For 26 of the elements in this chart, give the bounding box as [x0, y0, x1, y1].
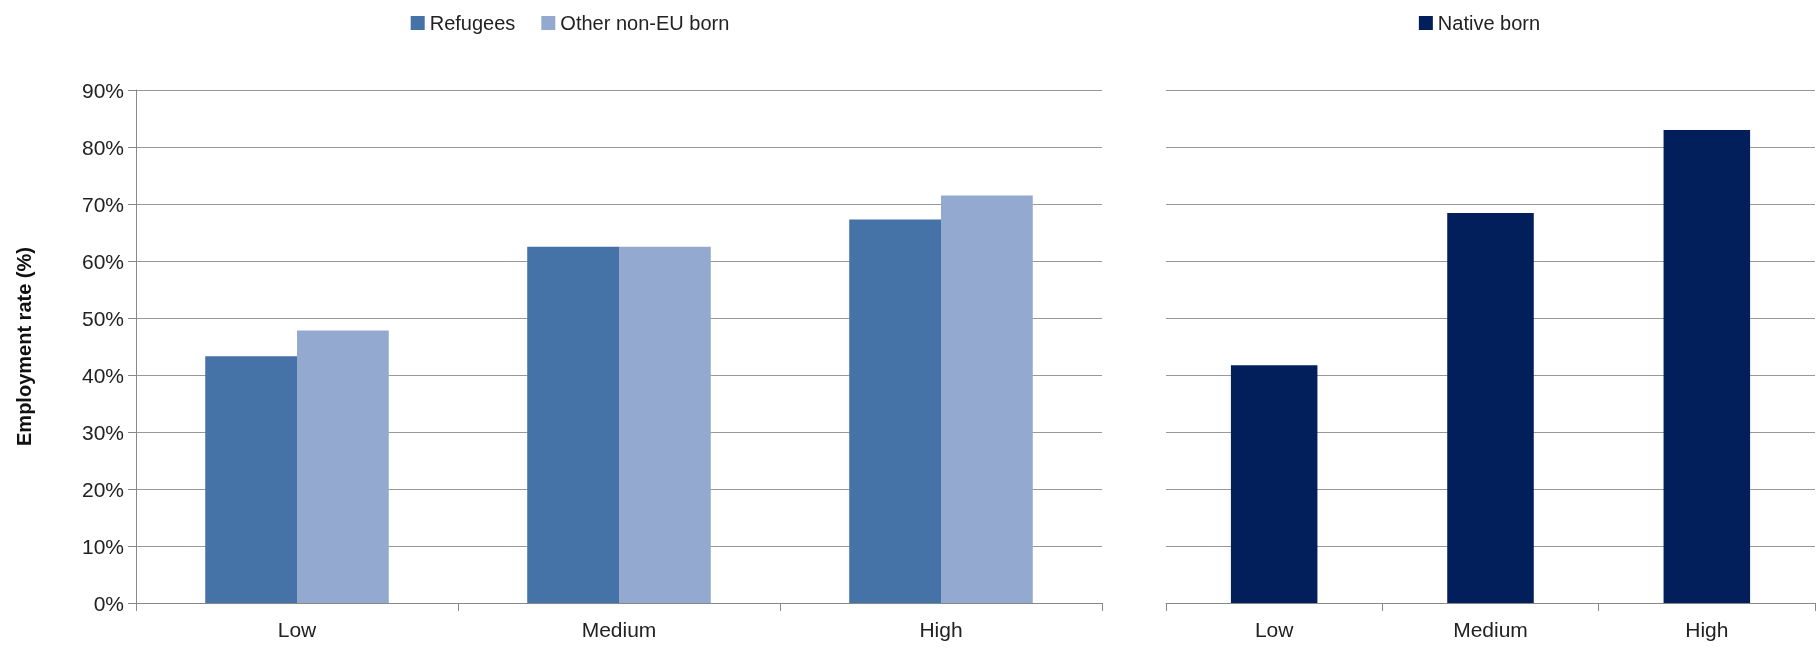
- legend-label: Other non-EU born: [560, 12, 730, 34]
- y-tick-label: 90%: [81, 78, 124, 102]
- y-tick-label: 60%: [81, 249, 124, 273]
- y-tick-label: 80%: [81, 135, 124, 159]
- x-tick-label: High: [1685, 618, 1729, 641]
- legend-label: Refugees: [429, 12, 516, 34]
- y-tick-label: 70%: [81, 192, 124, 216]
- legend-label: Native born: [1437, 12, 1541, 34]
- y-tick-label: 20%: [81, 477, 124, 501]
- y-tick-label: 0%: [93, 591, 124, 615]
- y-tick-label: 50%: [81, 306, 124, 330]
- bar: [205, 356, 297, 603]
- y-tick-label: 10%: [81, 534, 124, 558]
- y-tick-label: 30%: [81, 420, 124, 444]
- bar: [297, 330, 389, 603]
- x-tick-label: Medium: [581, 618, 657, 641]
- x-tick-label: Low: [277, 618, 318, 641]
- x-tick-label: High: [919, 618, 963, 641]
- x-tick-label: Low: [1254, 618, 1295, 641]
- bar: [849, 219, 941, 603]
- y-tick-label: 40%: [81, 363, 124, 387]
- bar: [619, 246, 711, 603]
- y-axis-title: Employment rate (%): [13, 247, 35, 446]
- bar: [527, 246, 619, 603]
- bar: [941, 195, 1033, 603]
- x-tick-label: Medium: [1453, 618, 1528, 641]
